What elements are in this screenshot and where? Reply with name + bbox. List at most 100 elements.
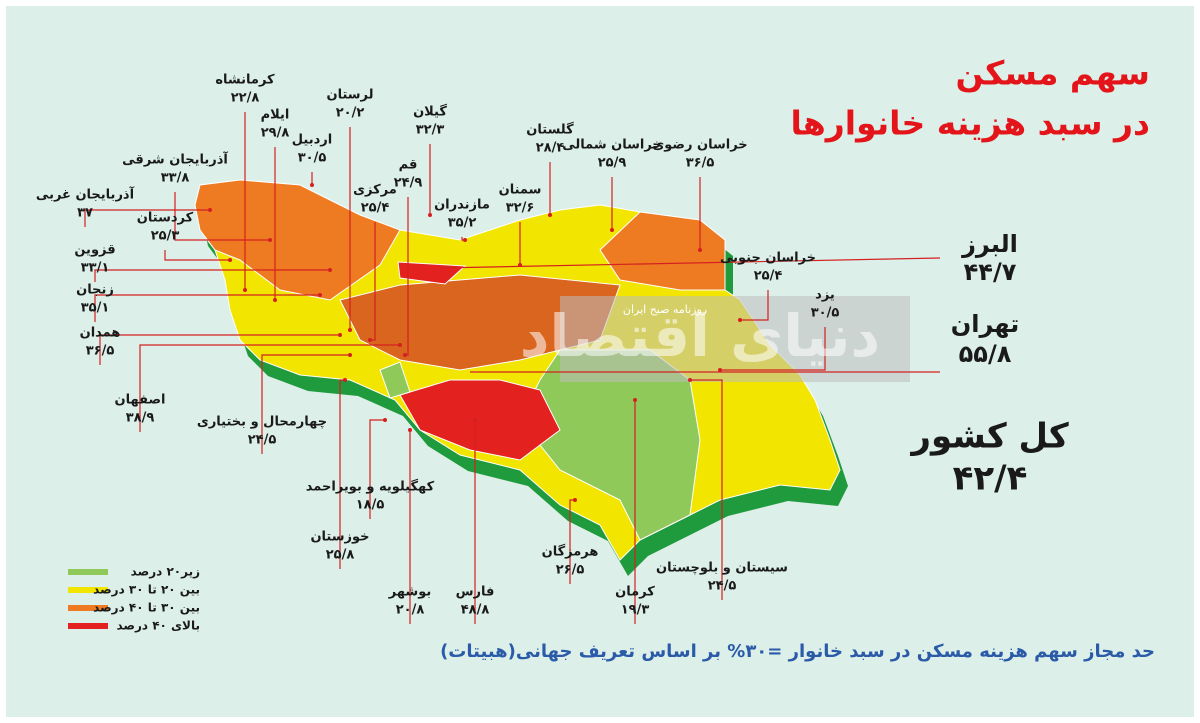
watermark: دنیای اقتصاد: [520, 302, 881, 370]
province-value: ۳۲/۳: [416, 123, 445, 138]
province-name: اصفهان: [115, 393, 166, 408]
total-value: ۴۲/۴: [953, 459, 1028, 499]
highlight-name: تهران: [951, 310, 1020, 338]
leader-dot: [348, 328, 352, 332]
leader-dot: [463, 238, 467, 242]
leader-dot: [273, 298, 277, 302]
province-name: آذربایجان غربی: [36, 186, 135, 203]
province-value: ۳۶/۵: [686, 156, 715, 171]
leader-line: [139, 344, 400, 432]
leader-dot: [343, 378, 347, 382]
province-name: خراسان شمالی: [562, 138, 662, 153]
leader-line: [164, 250, 230, 261]
leader-line: [740, 290, 769, 321]
province-value: ۴۸/۸: [461, 603, 490, 618]
legend: زیر۲۰ درصد بین ۲۰ تا ۳۰ درصد بین ۳۰ تا ۴۰ …: [68, 565, 200, 633]
leader-dot: [328, 268, 332, 272]
province-name: لرستان: [326, 88, 373, 103]
leader-dot: [473, 418, 477, 422]
leader-line: [369, 419, 385, 519]
province-name: خراسان رضوی: [652, 138, 747, 153]
leader-dot: [368, 338, 372, 342]
province-name: مرکزی: [353, 183, 397, 198]
province-name: کرمانشاه: [215, 73, 275, 88]
province-value: ۳۵/۲: [448, 216, 477, 231]
leader-line: [94, 269, 330, 282]
province-name: فارس: [456, 585, 495, 600]
province-value: ۲۵/۸: [326, 548, 355, 563]
province-name: آذربایجان شرقی: [122, 151, 228, 168]
leader-dot: [318, 293, 322, 297]
title-line-2: در سبد هزینه خانوارها: [790, 104, 1150, 144]
province-name: کهگیلویه و بویراحمد: [306, 479, 435, 495]
leader-dot: [398, 343, 402, 347]
leader-line: [720, 327, 826, 371]
leader-dot: [633, 398, 637, 402]
leader-dot: [610, 228, 614, 232]
leader-dot: [243, 288, 247, 292]
map: [194, 179, 848, 576]
province-name: خوزستان: [310, 530, 369, 545]
leader-dot: [383, 418, 387, 422]
title-line-1: سهم مسکن: [955, 54, 1150, 94]
legend-swatch: [68, 569, 108, 575]
legend-label: بین ۳۰ تا ۴۰ درصد: [93, 601, 200, 615]
leader-dot: [698, 248, 702, 252]
leader-dot: [428, 213, 432, 217]
watermark-band: [560, 296, 910, 382]
province-value: ۳۰/۵: [811, 306, 840, 321]
province-value: ۲۹/۸: [261, 126, 290, 141]
legend-swatch: [68, 605, 108, 611]
total-name: کل کشور: [909, 417, 1068, 457]
leader-dot: [688, 378, 692, 382]
legend-label: بالای ۴۰ درصد: [116, 619, 200, 633]
province-value: ۲۵/۴: [361, 201, 390, 216]
leader-line: [439, 257, 941, 269]
leader-dot: [228, 258, 232, 262]
province-value: ۲۵/۹: [598, 156, 627, 171]
highlight-value: ۴۴/۷: [964, 258, 1017, 286]
province-labels: کرمانشاه ۲۲/۸ لرستان ۲۰/۲ گیلان ۳۲/۳ ایلام ۲۹/۸…: [36, 73, 839, 618]
province-value: ۳۳/۸: [161, 171, 190, 186]
leader-line: [99, 334, 340, 365]
province-name: گلستان: [526, 122, 574, 138]
leader-dot: [738, 318, 742, 322]
province-value: ۲۴/۵: [248, 433, 277, 448]
province-value: ۳۳/۱: [81, 261, 110, 276]
province-name: سیستان و بلوچستان: [656, 561, 788, 576]
region-kohgiluyeh: [379, 361, 411, 399]
province-value: ۲۶/۵: [556, 563, 585, 578]
province-name: چهارمحال و بختیاری: [197, 415, 327, 430]
province-name: اردبیل: [292, 133, 332, 148]
province-value: ۱۸/۵: [356, 498, 385, 513]
leader-dot: [718, 368, 722, 372]
leader-dot: [408, 428, 412, 432]
leader-dot: [348, 353, 352, 357]
legend-swatch: [68, 623, 108, 629]
province-value: ۳۰/۵: [298, 151, 327, 166]
province-name: گیلان: [413, 104, 447, 120]
leader-lines: [84, 112, 941, 624]
province-name: قم: [399, 158, 418, 173]
province-name: یزد: [815, 288, 835, 303]
region-fars: [399, 379, 561, 461]
province-value: ۳۲/۶: [506, 201, 535, 216]
province-value: ۳۸/۹: [126, 411, 155, 426]
province-name: زنجان: [76, 283, 114, 298]
province-name: سمنان: [499, 183, 542, 198]
leader-dot: [573, 498, 577, 502]
leader-dot: [268, 238, 272, 242]
province-value: ۳۶/۵: [86, 344, 115, 359]
province-name: بوشهر: [388, 585, 432, 600]
province-name: خراسان جنوبی: [720, 251, 816, 266]
province-name: کرمان: [615, 585, 655, 600]
leader-dot: [310, 183, 314, 187]
province-value: ۲۰/۲: [336, 106, 365, 121]
legend-swatch: [68, 587, 108, 593]
province-value: ۲۵/۳: [151, 229, 180, 244]
province-name: قزوین: [74, 243, 115, 258]
leader-line: [84, 209, 210, 227]
province-name: ایلام: [261, 108, 290, 123]
